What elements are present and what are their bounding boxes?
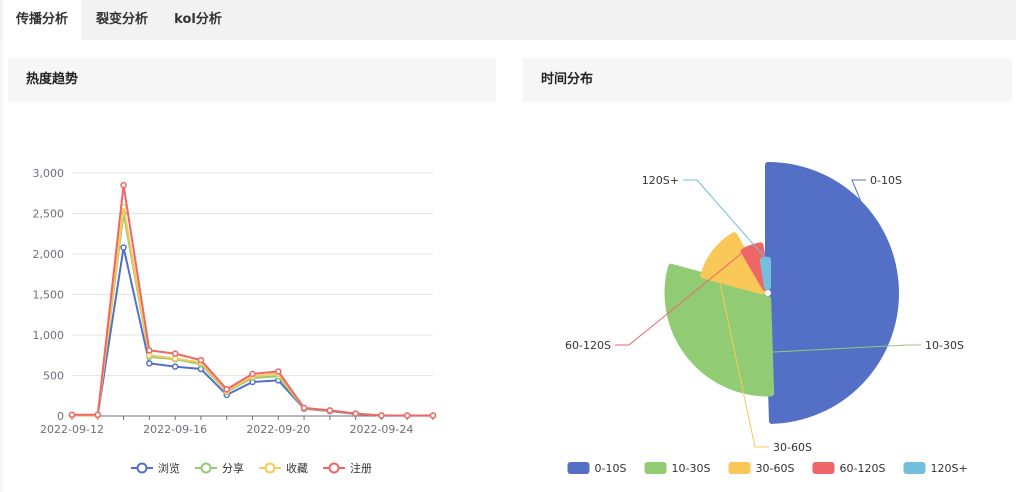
tab-label: 裂变分析 bbox=[95, 12, 148, 27]
tab-label: 传播分析 bbox=[15, 12, 68, 27]
legend-label: 收藏 bbox=[286, 461, 308, 475]
data-point bbox=[171, 363, 179, 370]
label-leader-line bbox=[615, 245, 752, 346]
y-tick-label: 2,500 bbox=[33, 208, 65, 221]
y-tick-label: 0 bbox=[57, 410, 64, 423]
legend-label: 0-10S bbox=[595, 462, 627, 475]
label-leader-line bbox=[712, 250, 769, 448]
tab-kol-analysis[interactable]: kol分析 bbox=[166, 0, 230, 40]
legend-label: 浏览 bbox=[158, 461, 180, 475]
label-leader-line bbox=[683, 179, 766, 259]
legend-marker bbox=[264, 462, 276, 474]
time-distribution-rose-chart: 0-10S 10-30S 30-60S 60-120S 120S+ 0-10S 10-30S… bbox=[565, 162, 968, 475]
legend-marker bbox=[200, 462, 212, 474]
data-point bbox=[223, 386, 230, 393]
tab-bar: 传播分析 裂变分析 kol分析 bbox=[0, 0, 1016, 40]
legend-marker bbox=[136, 462, 148, 474]
trend-line-chart: 0 500 1,000 1,500 2,000 2,500 3,000 2022-09-12 2… bbox=[33, 167, 437, 475]
x-tick-label: 2022-09-20 bbox=[246, 423, 310, 436]
data-point bbox=[146, 347, 153, 354]
data-point bbox=[171, 350, 179, 357]
slice-label: 0-10S bbox=[870, 174, 902, 187]
data-point bbox=[275, 368, 282, 375]
y-tick-label: 500 bbox=[43, 370, 64, 383]
legend-label: 分享 bbox=[222, 461, 244, 475]
data-point bbox=[249, 370, 256, 378]
data-point bbox=[300, 404, 308, 412]
legend-swatch bbox=[728, 462, 751, 474]
label-leader-line bbox=[687, 344, 921, 358]
slice-label: 10-30S bbox=[925, 339, 964, 352]
legend-swatch bbox=[812, 462, 835, 474]
slice-label: 60-120S bbox=[565, 339, 611, 352]
slice-label: 120S+ bbox=[642, 174, 679, 187]
time-panel-title: 时间分布 bbox=[541, 72, 594, 87]
legend-label: 10-30S bbox=[672, 462, 711, 475]
tab-propagation-analysis[interactable]: 传播分析 bbox=[3, 0, 81, 40]
left-border bbox=[0, 40, 3, 492]
y-tick-label: 1,000 bbox=[33, 329, 65, 342]
data-point bbox=[378, 412, 385, 419]
slice-label: 30-60S bbox=[773, 441, 812, 454]
data-point bbox=[352, 410, 359, 417]
label-leader-line bbox=[851, 179, 899, 292]
tab-fission-analysis[interactable]: 裂变分析 bbox=[84, 0, 160, 40]
y-tick-label: 2,000 bbox=[33, 248, 65, 261]
legend-label: 30-60S bbox=[756, 462, 795, 475]
x-tick-label: 2022-09-24 bbox=[349, 423, 413, 436]
x-tick-label: 2022-09-16 bbox=[143, 423, 207, 436]
legend-label: 注册 bbox=[350, 461, 372, 475]
legend-swatch bbox=[567, 462, 590, 474]
rose-slice bbox=[765, 162, 899, 424]
legend-label: 60-120S bbox=[840, 462, 886, 475]
data-point bbox=[326, 407, 334, 414]
data-point bbox=[146, 360, 153, 367]
data-point bbox=[197, 356, 205, 364]
tab-label: kol分析 bbox=[174, 12, 222, 27]
data-point bbox=[429, 412, 437, 419]
data-point bbox=[403, 412, 411, 419]
x-tick-label: 2022-09-12 bbox=[40, 423, 104, 436]
time-panel-header: 时间分布 bbox=[523, 58, 1012, 102]
legend-label: 120S+ bbox=[931, 462, 968, 475]
legend-swatch bbox=[644, 462, 667, 474]
trend-panel-header: 热度趋势 bbox=[8, 58, 496, 102]
legend-marker bbox=[328, 462, 340, 474]
trend-panel-title: 热度趋势 bbox=[26, 72, 79, 87]
data-point bbox=[68, 411, 76, 419]
data-point bbox=[94, 411, 102, 419]
legend-swatch bbox=[903, 462, 926, 474]
rose-slice bbox=[759, 256, 771, 291]
y-tick-label: 1,500 bbox=[33, 289, 65, 302]
y-tick-label: 3,000 bbox=[33, 167, 65, 180]
data-point bbox=[120, 181, 127, 189]
data-point bbox=[120, 244, 127, 251]
series-line bbox=[72, 247, 433, 417]
